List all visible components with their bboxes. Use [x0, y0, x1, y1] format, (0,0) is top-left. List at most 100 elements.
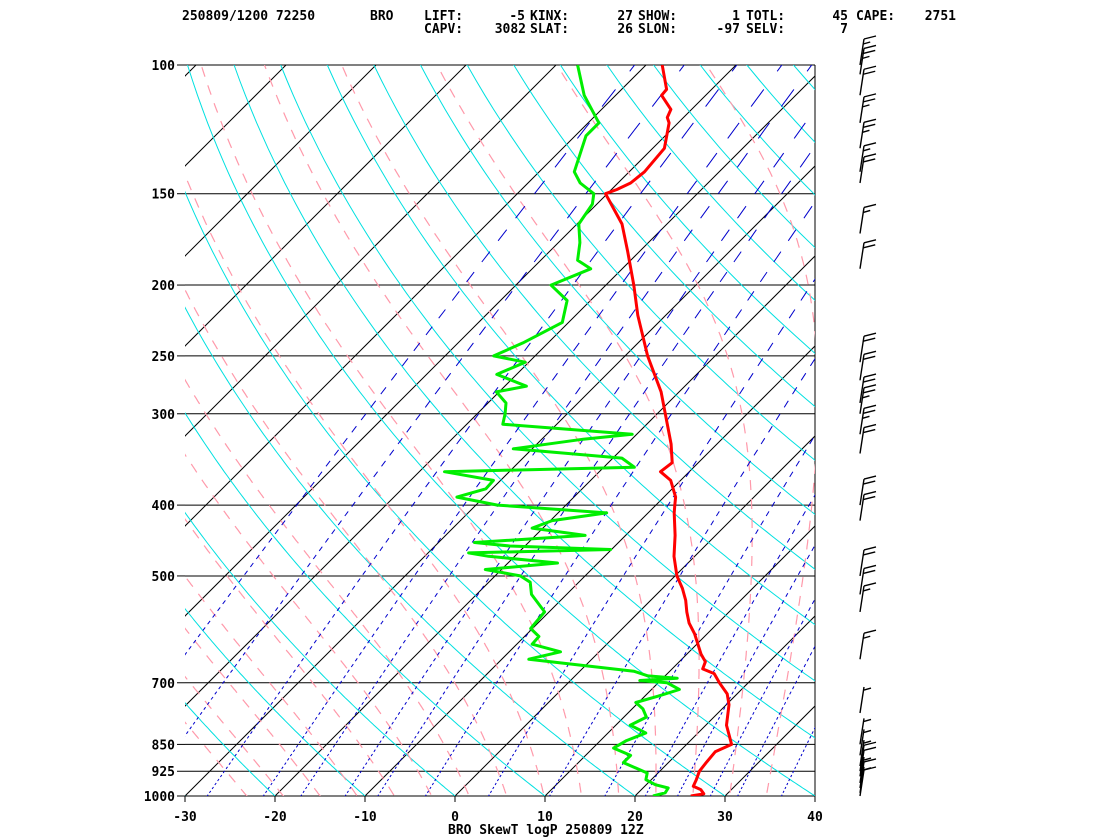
mixing-ratio-dash — [479, 810, 480, 812]
temp-label-0: 0 — [451, 810, 459, 825]
mixing-ratio-dash — [692, 460, 697, 467]
mixing-ratio-dash — [429, 663, 433, 668]
wind-barb-shaft — [859, 756, 865, 784]
mixing-ratio-dash — [876, 530, 878, 534]
mixing-ratio-dash — [776, 806, 777, 808]
dewpoint-profile-line — [443, 65, 681, 796]
mixing-ratio-dash — [456, 437, 462, 445]
dry-adiabat-line — [419, 65, 815, 516]
mixing-ratio-dash — [877, 252, 884, 262]
mixing-ratio-dash — [783, 481, 788, 488]
mixing-ratio-dash — [354, 711, 358, 715]
mixing-ratio-dash — [418, 680, 421, 684]
mixing-ratio-dash — [582, 735, 585, 739]
mixing-ratio-dash — [75, 802, 76, 804]
mixing-ratio-dash — [662, 600, 666, 605]
mixing-ratio-dash — [759, 585, 763, 590]
mixing-ratio-dash — [631, 744, 634, 748]
mixing-ratio-dash — [757, 122, 770, 139]
mixing-ratio-dash — [746, 774, 749, 778]
mixing-ratio-dash — [452, 749, 455, 753]
mixing-ratio-dash — [465, 546, 470, 552]
mixing-ratio-dash — [710, 520, 715, 526]
mixing-ratio-dash — [496, 562, 500, 568]
mixing-ratio-dash — [617, 675, 621, 679]
mixing-ratio-dash — [678, 731, 681, 735]
dry-adiabat-line — [373, 65, 815, 570]
mixing-ratio-dash — [933, 426, 937, 432]
mixing-ratio-dash — [672, 342, 679, 352]
mixing-ratio-dash — [723, 326, 731, 336]
mixing-ratio-dash — [635, 646, 638, 650]
mixing-ratio-dash — [771, 726, 774, 730]
mixing-ratio-dash — [550, 790, 553, 794]
mixing-ratio-dash — [199, 806, 200, 808]
mixing-ratio-dash — [444, 639, 448, 644]
mixing-ratio-dash — [940, 414, 944, 420]
mixing-ratio-dash — [130, 727, 132, 729]
mixing-ratio-dash — [781, 546, 786, 552]
mixing-ratio-dash — [343, 675, 346, 679]
mixing-ratio-dash — [335, 810, 336, 812]
wind-barb-flag — [863, 123, 876, 128]
mixing-ratio-dash — [113, 750, 115, 752]
wind-barb-560 — [859, 582, 877, 613]
mixing-ratio-dash — [842, 52, 856, 71]
mixing-ratio-dash — [482, 400, 489, 408]
mixing-ratio-dash — [317, 471, 323, 478]
mixing-ratio-dash — [737, 205, 747, 219]
mixing-ratio-dash — [732, 633, 736, 638]
mixing-ratio-dash — [444, 762, 447, 765]
moist-adiabat-line — [185, 575, 358, 796]
mixing-ratio-dash — [275, 774, 279, 778]
mixing-ratio-dash — [888, 414, 892, 420]
mixing-ratio-dash — [855, 646, 857, 649]
mixing-ratio-dash — [439, 696, 442, 700]
mixing-ratio-dash — [622, 271, 631, 283]
mixing-ratio-dash — [298, 740, 302, 744]
mixing-ratio-dash — [409, 578, 413, 583]
mixing-ratio-dash — [740, 786, 743, 790]
wind-barb-103 — [859, 44, 877, 75]
mixing-ratio-dash — [344, 794, 347, 796]
mixing-ratio-dash — [424, 400, 431, 408]
mixing-ratio-dash — [1089, 153, 1098, 167]
wind-barb-flag — [863, 355, 876, 361]
mixing-ratio-dash — [660, 511, 665, 517]
mixing-ratio-dash — [713, 786, 716, 790]
mixing-ratio-dash — [715, 663, 719, 668]
dry-adiabat-line — [185, 190, 726, 796]
mixing-ratio-dash — [357, 578, 361, 583]
mixing-ratio-dash — [693, 372, 700, 381]
mixing-ratio-dash — [804, 613, 808, 618]
mixing-ratio-dash — [743, 613, 747, 618]
mixing-ratio-dash — [650, 437, 656, 445]
mixing-ratio-dash — [764, 205, 774, 219]
mixing-ratio-dash — [510, 481, 515, 488]
mixing-ratio-dash — [828, 571, 830, 575]
mixing-ratio-dash — [727, 122, 740, 139]
mixing-ratio-dash — [840, 387, 844, 394]
wind-barb-flag — [863, 49, 876, 55]
mixing-ratio-dash — [690, 639, 694, 644]
mixing-ratio-dash — [737, 680, 740, 684]
mixing-ratio-dash — [671, 744, 674, 748]
mixing-ratio-dash — [531, 721, 534, 725]
mixing-ratio-dash — [628, 749, 632, 753]
wind-barb-flag — [863, 35, 877, 40]
mixing-ratio-dash — [357, 774, 360, 778]
mixing-ratio-dash — [666, 309, 674, 319]
mixing-ratio-dash — [468, 652, 471, 656]
mixing-ratio-dash — [1067, 153, 1076, 167]
mixing-ratio-dash — [845, 586, 847, 590]
mixing-ratio-dash — [460, 735, 464, 739]
mixing-ratio-dash — [351, 716, 354, 720]
mixing-ratio-dash — [910, 272, 916, 282]
mixing-ratio-dash — [429, 786, 432, 790]
mixing-ratio-dash — [238, 578, 243, 583]
mixing-ratio-dash — [342, 799, 343, 801]
mixing-ratio-dash — [922, 181, 931, 194]
mixing-ratio-dash — [902, 482, 905, 487]
mixing-ratio-dash — [743, 669, 746, 673]
mixing-ratio-dash — [232, 585, 237, 590]
